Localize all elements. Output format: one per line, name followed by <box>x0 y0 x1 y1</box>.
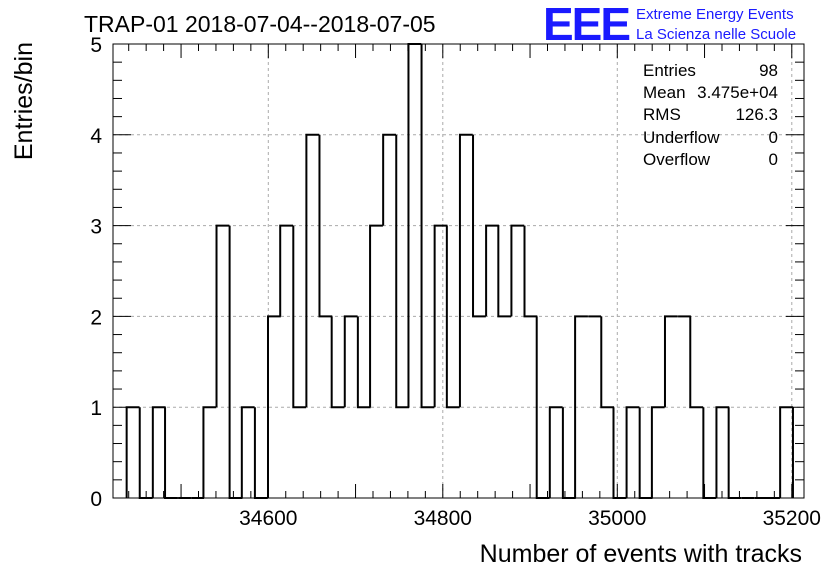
histogram-bin-21 <box>395 134 410 409</box>
histogram-bin-6 <box>202 406 217 498</box>
y-tick-label-0: 0 <box>90 488 102 511</box>
histogram-bin-3 <box>164 407 178 499</box>
histogram-bin-0 <box>125 406 140 498</box>
histogram-bin-1 <box>138 407 153 499</box>
x-tick-label-35200: 35200 <box>763 507 821 530</box>
histogram-bin-51 <box>779 406 793 498</box>
histogram-bin-44 <box>689 316 704 409</box>
histogram-bin-39 <box>625 406 640 498</box>
histogram-bin-8 <box>228 225 243 499</box>
y-tick-label-4: 4 <box>90 125 102 148</box>
x-tick-label-35000: 35000 <box>588 507 646 530</box>
histogram-bin-11 <box>266 315 281 498</box>
histogram-bin-33 <box>548 406 563 498</box>
histogram-bin-2 <box>151 406 166 498</box>
histogram-bin-15 <box>318 134 333 318</box>
stats-entries-label: Entries <box>643 61 696 80</box>
stats-mean-value: 3.475e+04 <box>697 83 778 102</box>
histogram-bin-26 <box>458 133 473 408</box>
tick-labels: 34600 34800 35000 35200 0 1 2 3 4 5 <box>90 34 821 530</box>
histogram-series <box>125 43 794 499</box>
axes <box>112 43 805 499</box>
histogram-bin-37 <box>600 316 615 409</box>
stats-overflow-label: Overflow <box>643 150 711 169</box>
stats-rms-value: 126.3 <box>735 105 778 124</box>
histogram-bin-45 <box>702 407 717 499</box>
histogram-bin-28 <box>485 224 499 317</box>
histogram-bin-30 <box>510 224 525 317</box>
stats-rms-label: RMS <box>643 105 681 124</box>
histogram-bin-27 <box>472 134 486 318</box>
histogram-bin-35 <box>574 315 588 498</box>
histogram-bin-42 <box>663 315 678 408</box>
histogram-bin-25 <box>445 225 460 409</box>
y-tick-label-2: 2 <box>90 306 102 329</box>
y-tick-label-1: 1 <box>90 397 102 420</box>
histogram-bin-41 <box>650 406 665 498</box>
stats-overflow-value: 0 <box>769 150 778 169</box>
y-axis-label: Entries/bin <box>10 42 38 160</box>
eee-logo: EEE Extreme Energy Events La Scienza nel… <box>543 0 796 50</box>
histogram-bin-14 <box>305 133 320 408</box>
chart-title: TRAP-01 2018-07-04--2018-07-05 <box>84 11 436 37</box>
x-axis-label: Number of events with tracks <box>480 540 802 568</box>
histogram-bin-7 <box>215 224 230 408</box>
stats-underflow-value: 0 <box>769 128 778 147</box>
histogram-bin-16 <box>330 316 345 409</box>
logo-line-2: La Scienza nelle Scuole <box>636 26 796 43</box>
histogram-bin-9 <box>240 406 255 498</box>
histogram-bin-12 <box>279 224 294 317</box>
stats-box: Entries 98 Mean 3.475e+04 RMS 126.3 Unde… <box>643 61 778 169</box>
y-tick-label-5: 5 <box>90 34 102 57</box>
stats-mean-label: Mean <box>643 83 686 102</box>
histogram-bin-10 <box>253 407 268 499</box>
histogram-bin-17 <box>343 315 358 408</box>
logo-mark: EEE <box>543 0 629 50</box>
histogram-bin-40 <box>638 407 653 499</box>
histogram-bin-24 <box>433 224 448 408</box>
y-tick-label-3: 3 <box>90 216 102 239</box>
histogram-bin-34 <box>561 407 576 499</box>
histogram-bin-38 <box>612 407 627 499</box>
histogram-bin-31 <box>523 225 538 318</box>
histogram-bin-19 <box>369 224 383 408</box>
histogram-bin-46 <box>715 406 730 498</box>
histogram-bin-47 <box>727 407 742 499</box>
plot-frame <box>112 43 805 499</box>
histogram-bin-18 <box>356 316 371 409</box>
histogram-bin-29 <box>497 225 512 318</box>
stats-entries-value: 98 <box>759 61 778 80</box>
histogram-bin-13 <box>292 225 307 409</box>
x-tick-label-34600: 34600 <box>239 507 297 530</box>
histogram-bin-23 <box>420 44 435 409</box>
logo-line-1: Extreme Energy Events <box>636 6 794 23</box>
x-tick-label-34800: 34800 <box>414 507 472 530</box>
stats-underflow-label: Underflow <box>643 128 720 147</box>
histogram-bin-20 <box>382 133 396 226</box>
